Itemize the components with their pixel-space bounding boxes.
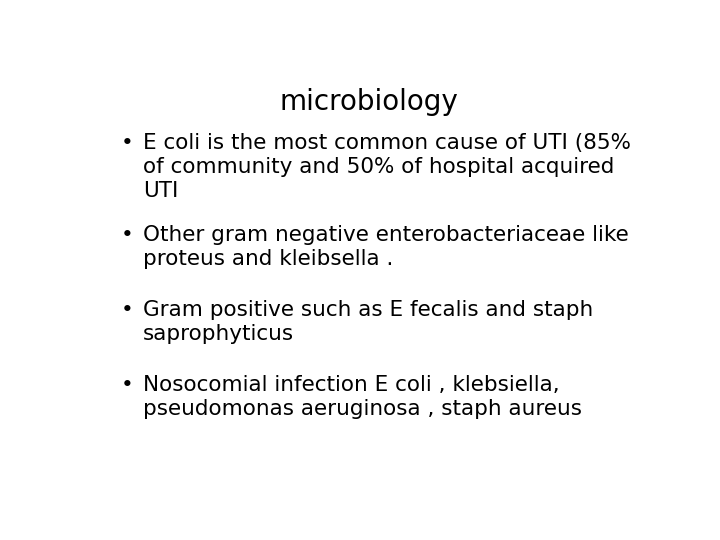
- Text: Gram positive such as E fecalis and staph
saprophyticus: Gram positive such as E fecalis and stap…: [143, 300, 593, 344]
- Text: •: •: [121, 375, 133, 395]
- Text: microbiology: microbiology: [279, 87, 459, 116]
- Text: •: •: [121, 300, 133, 320]
- Text: •: •: [121, 225, 133, 245]
- Text: E coli is the most common cause of UTI (85%
of community and 50% of hospital acq: E coli is the most common cause of UTI (…: [143, 133, 631, 201]
- Text: Nosocomial infection E coli , klebsiella,
pseudomonas aeruginosa , staph aureus: Nosocomial infection E coli , klebsiella…: [143, 375, 582, 418]
- Text: Other gram negative enterobacteriaceae like
proteus and kleibsella .: Other gram negative enterobacteriaceae l…: [143, 225, 629, 269]
- Text: •: •: [121, 133, 133, 153]
